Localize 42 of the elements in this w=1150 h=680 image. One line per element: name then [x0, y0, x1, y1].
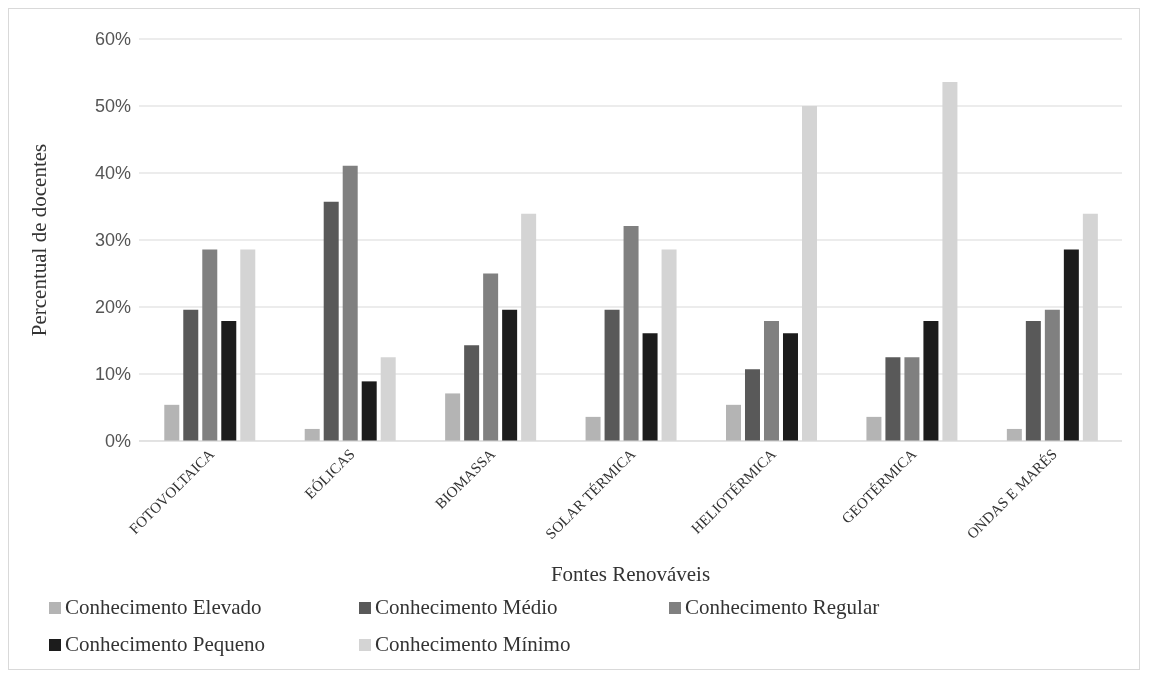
- y-axis-title: Percentual de docentes: [27, 143, 52, 337]
- y-tick-label: 60%: [94, 29, 131, 50]
- legend-label: Conhecimento Regular: [685, 595, 880, 620]
- legend-label: Conhecimento Pequeno: [65, 632, 266, 657]
- bar: [923, 321, 939, 441]
- bar: [585, 416, 601, 441]
- bar: [904, 357, 920, 441]
- bar: [1063, 249, 1079, 441]
- bar: [445, 393, 461, 441]
- bar: [361, 381, 377, 441]
- bar: [221, 321, 237, 441]
- y-tick-label: 40%: [94, 163, 131, 184]
- y-tick-label: 30%: [94, 230, 131, 251]
- bar: [623, 225, 639, 441]
- bar: [1025, 321, 1041, 441]
- bar: [1044, 309, 1060, 441]
- bar: [342, 165, 358, 441]
- bar: [725, 404, 741, 441]
- y-tick-label: 50%: [94, 96, 131, 117]
- bar: [464, 345, 480, 441]
- legend-label: Conhecimento Médio: [375, 595, 558, 620]
- legend-label: Conhecimento Mínimo: [375, 632, 571, 657]
- bar: [483, 273, 499, 441]
- bar: [744, 369, 760, 441]
- x-axis-title: Fontes Renováveis: [550, 562, 711, 586]
- bar: [164, 404, 180, 441]
- y-tick-label: 20%: [94, 297, 131, 318]
- bar: [782, 333, 798, 441]
- bar: [866, 416, 882, 441]
- bar: [202, 249, 218, 441]
- bar: [1006, 428, 1022, 441]
- bar: [304, 428, 320, 441]
- legend-label: Conhecimento Elevado: [65, 595, 262, 620]
- bar: [502, 309, 518, 441]
- bar: [763, 321, 779, 441]
- y-tick-label: 0%: [104, 431, 131, 452]
- bar: [183, 309, 199, 441]
- bar: [885, 357, 901, 441]
- y-tick-label: 10%: [94, 364, 131, 385]
- bar: [642, 333, 658, 441]
- bar: [323, 201, 339, 441]
- bar: [604, 309, 620, 441]
